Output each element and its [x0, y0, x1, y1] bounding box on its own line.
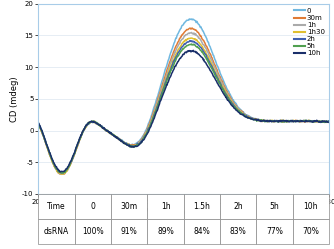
30m: [327, 120, 331, 123]
1h30: [190, 37, 194, 40]
0: [36, 121, 40, 124]
2h: [60, 172, 64, 175]
10h: [276, 120, 280, 123]
10h: [175, 62, 179, 65]
1h30: [177, 48, 181, 51]
30m: [177, 40, 181, 43]
1h: [190, 31, 194, 34]
Line: 10h: 10h: [38, 50, 329, 172]
1h: [276, 120, 280, 123]
0: [321, 120, 325, 123]
1h30: [36, 123, 40, 125]
2h: [195, 42, 199, 45]
2h: [188, 39, 192, 42]
1h30: [327, 120, 331, 123]
Legend: 0, 30m, 1h, 1h30, 2h, 5h, 10h: 0, 30m, 1h, 1h30, 2h, 5h, 10h: [294, 7, 326, 57]
10h: [36, 122, 40, 124]
10h: [58, 170, 62, 173]
2h: [175, 54, 179, 57]
1h30: [175, 51, 179, 54]
5h: [175, 56, 179, 59]
2h: [276, 120, 280, 123]
30m: [276, 119, 280, 122]
10h: [327, 121, 331, 124]
0: [327, 121, 331, 124]
0: [210, 52, 214, 55]
1h: [195, 34, 199, 37]
2h: [210, 67, 214, 70]
5h: [195, 46, 199, 49]
1h: [36, 122, 40, 125]
1h: [175, 46, 179, 49]
0: [187, 17, 191, 20]
5h: [177, 54, 181, 57]
5h: [210, 68, 214, 71]
5h: [327, 121, 331, 124]
30m: [36, 122, 40, 125]
Line: 2h: 2h: [38, 41, 329, 173]
Y-axis label: CD (mdeg): CD (mdeg): [10, 76, 19, 122]
10h: [195, 51, 199, 54]
5h: [190, 43, 194, 46]
30m: [210, 58, 214, 61]
5h: [36, 123, 40, 126]
5h: [61, 172, 65, 175]
Line: 1h30: 1h30: [38, 38, 329, 174]
1h30: [61, 173, 65, 176]
2h: [36, 122, 40, 125]
30m: [190, 27, 194, 30]
2h: [321, 120, 325, 123]
5h: [321, 120, 325, 123]
30m: [321, 120, 325, 123]
0: [195, 20, 199, 23]
10h: [177, 59, 181, 62]
10h: [210, 73, 214, 76]
1h: [177, 43, 181, 46]
Line: 5h: 5h: [38, 44, 329, 173]
10h: [191, 49, 195, 52]
Line: 30m: 30m: [38, 28, 329, 174]
Line: 1h: 1h: [38, 33, 329, 174]
1h30: [210, 64, 214, 67]
1h: [210, 61, 214, 64]
5h: [276, 120, 280, 123]
1h30: [276, 120, 280, 123]
1h: [321, 121, 325, 124]
1h: [327, 121, 331, 124]
Line: 0: 0: [38, 19, 329, 173]
30m: [175, 43, 179, 46]
0: [175, 34, 179, 37]
1h: [58, 173, 62, 176]
0: [276, 119, 280, 122]
30m: [195, 30, 199, 33]
10h: [321, 120, 325, 123]
X-axis label: Wavelength (nm): Wavelength (nm): [143, 208, 225, 217]
0: [177, 31, 181, 34]
2h: [327, 120, 331, 123]
30m: [60, 173, 64, 176]
2h: [177, 50, 181, 53]
1h30: [321, 120, 325, 123]
1h30: [195, 38, 199, 41]
0: [60, 172, 64, 175]
